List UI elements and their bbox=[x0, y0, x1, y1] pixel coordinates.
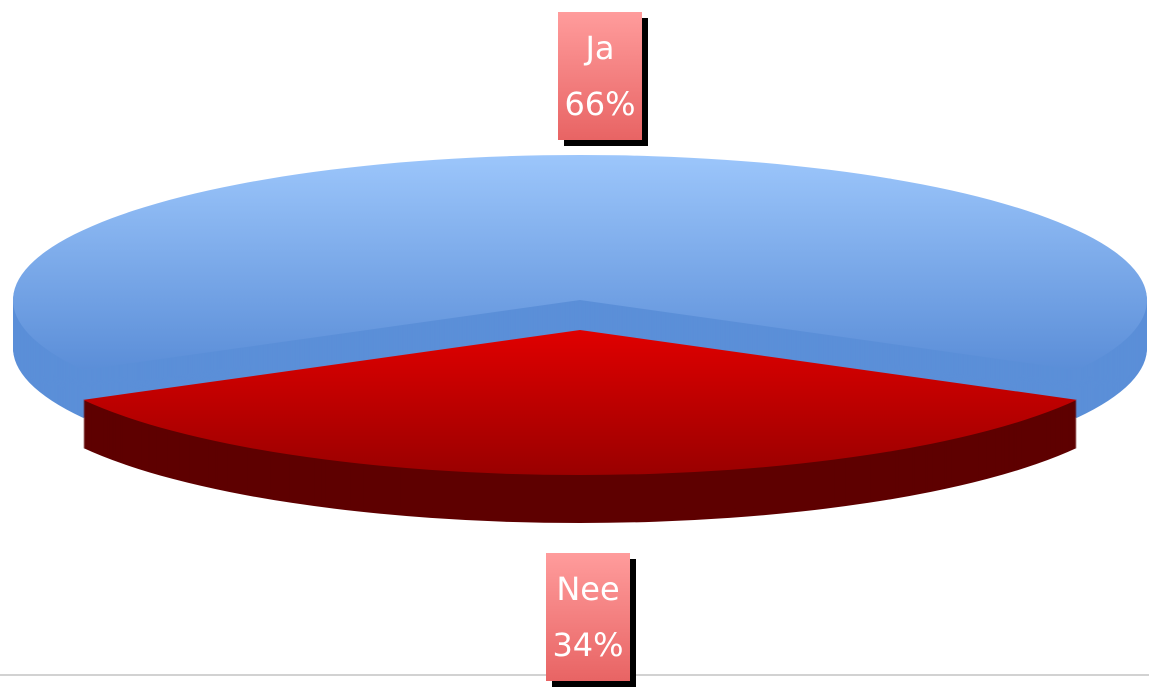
value-label: 34% bbox=[552, 626, 623, 664]
slice-group bbox=[83, 330, 1077, 523]
label-box bbox=[558, 12, 642, 140]
category-label: Ja bbox=[583, 29, 614, 67]
value-label: 66% bbox=[564, 85, 635, 123]
slice bbox=[13, 155, 1147, 370]
label-box bbox=[546, 553, 630, 681]
category-label: Nee bbox=[556, 570, 619, 608]
slice bbox=[83, 330, 1077, 476]
slice-group bbox=[13, 155, 1147, 418]
